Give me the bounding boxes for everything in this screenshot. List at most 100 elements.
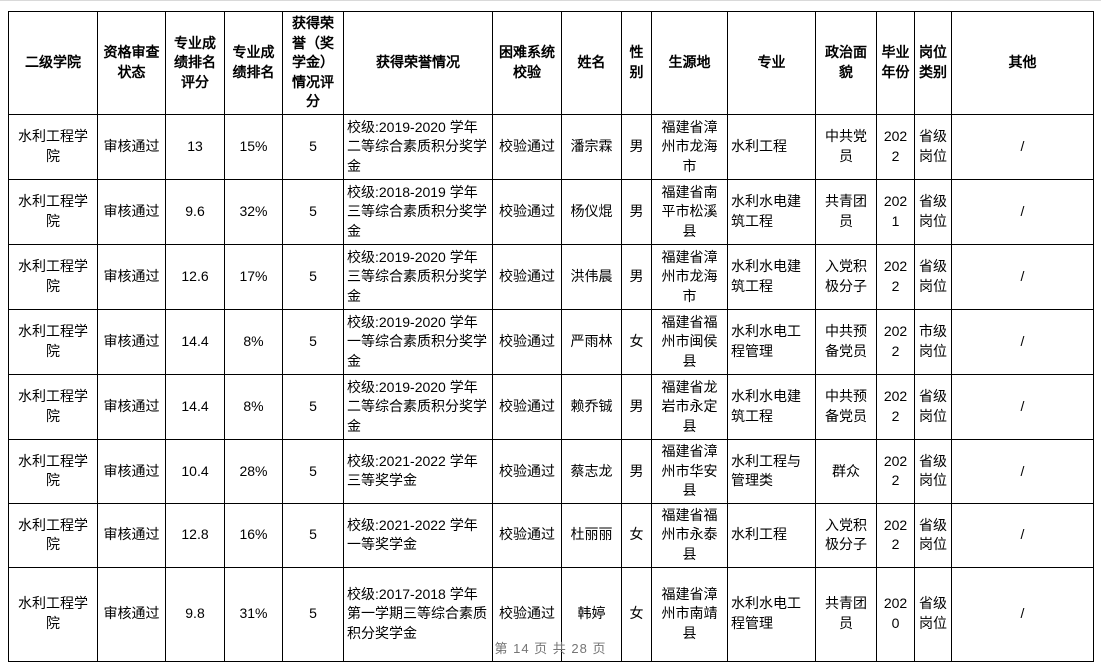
table-cell: 福建省龙岩市永定县 xyxy=(651,373,728,440)
table-cell: 福建省南平市松溪县 xyxy=(651,178,728,245)
page-number-indicator: 第 14 页 共 28 页 xyxy=(494,641,607,656)
table-cell: 中共预备党员 xyxy=(815,373,877,440)
table-cell: 14.4 xyxy=(165,308,225,375)
table-cell: 2021 xyxy=(876,178,915,245)
table-cell: 入党积极分子 xyxy=(815,243,877,310)
column-header: 姓名 xyxy=(561,11,622,115)
table-cell: 审核通过 xyxy=(97,373,166,440)
table-row: 水利工程学院 审核通过 10.4 28% 5 校级:2021-2022 学年三等奖学金 校验… xyxy=(8,438,1094,504)
table-cell: 13 xyxy=(165,113,225,180)
table-cell: 9.6 xyxy=(165,178,225,245)
table-cell: / xyxy=(951,308,1094,375)
column-header: 其他 xyxy=(951,11,1094,115)
table-cell: 潘宗霖 xyxy=(561,113,622,180)
table-cell: 审核通过 xyxy=(97,308,166,375)
table-cell: 省级岗位 xyxy=(914,566,952,662)
table-cell: / xyxy=(951,178,1094,245)
table-cell: 2022 xyxy=(876,438,915,504)
table-cell: 校验通过 xyxy=(492,113,562,180)
table-cell: 入党积极分子 xyxy=(815,502,877,568)
table-cell: 校级:2017-2018 学年第一学期三等综合素质积分奖学金 xyxy=(343,566,493,662)
table-cell: 女 xyxy=(621,308,652,375)
table-cell: 2022 xyxy=(876,113,915,180)
table-cell: 5 xyxy=(282,308,344,375)
table-cell: 28% xyxy=(224,438,283,504)
table-cell: 男 xyxy=(621,178,652,245)
table-cell: 杨仪焜 xyxy=(561,178,622,245)
table-row: 水利工程学院 审核通过 9.8 31% 5 校级:2017-2018 学年第一学期三等综合… xyxy=(8,566,1094,662)
table-cell: 校级:2021-2022 学年一等奖学金 xyxy=(343,502,493,568)
table-row: 水利工程学院 审核通过 13 15% 5 校级:2019-2020 学年二等综合素质积分奖… xyxy=(8,113,1094,180)
table-cell: 校验通过 xyxy=(492,178,562,245)
table-cell: 审核通过 xyxy=(97,438,166,504)
table-cell: 校级:2019-2020 学年一等综合素质积分奖学金 xyxy=(343,308,493,375)
table-cell: / xyxy=(951,113,1094,180)
table-cell: 杜丽丽 xyxy=(561,502,622,568)
table-cell: 12.6 xyxy=(165,243,225,310)
table-cell: 蔡志龙 xyxy=(561,438,622,504)
table-cell: 省级岗位 xyxy=(914,373,952,440)
table-cell: 校验通过 xyxy=(492,566,562,662)
table-cell: 水利水电工程管理 xyxy=(727,566,816,662)
column-header: 资格审查状态 xyxy=(97,11,166,115)
table-cell: 水利工程学院 xyxy=(8,438,98,504)
table-cell: 32% xyxy=(224,178,283,245)
table-cell: 赖乔铖 xyxy=(561,373,622,440)
table-cell: 校验通过 xyxy=(492,502,562,568)
column-header: 生源地 xyxy=(651,11,728,115)
table-cell: 洪伟晨 xyxy=(561,243,622,310)
table-cell: 15% xyxy=(224,113,283,180)
table-body: 水利工程学院 审核通过 13 15% 5 校级:2019-2020 学年二等综合素质积分奖… xyxy=(8,113,1094,662)
table-cell: 省级岗位 xyxy=(914,243,952,310)
column-header: 获得荣誉情况 xyxy=(343,11,493,115)
table-cell: 水利工程 xyxy=(727,113,816,180)
table-cell: 严雨林 xyxy=(561,308,622,375)
table-cell: 福建省漳州市华安县 xyxy=(651,438,728,504)
column-header: 专业成绩排名 xyxy=(224,11,283,115)
table-cell: 5 xyxy=(282,178,344,245)
table-cell: 省级岗位 xyxy=(914,113,952,180)
table-cell: 中共预备党员 xyxy=(815,308,877,375)
table-cell: 福建省福州市永泰县 xyxy=(651,502,728,568)
table-cell: 12.8 xyxy=(165,502,225,568)
table-row: 水利工程学院 审核通过 12.6 17% 5 校级:2019-2020 学年三等综合素质积… xyxy=(8,243,1094,310)
table-cell: 福建省漳州市龙海市 xyxy=(651,113,728,180)
table-cell: 福建省福州市闽侯县 xyxy=(651,308,728,375)
table-cell: 水利工程学院 xyxy=(8,113,98,180)
table-cell: 省级岗位 xyxy=(914,178,952,245)
table-cell: 中共党员 xyxy=(815,113,877,180)
table-cell: / xyxy=(951,502,1094,568)
table-cell: 省级岗位 xyxy=(914,438,952,504)
table-cell: / xyxy=(951,438,1094,504)
table-cell: 校级:2019-2020 学年二等综合素质积分奖学金 xyxy=(343,113,493,180)
table-cell: 水利水电工程管理 xyxy=(727,308,816,375)
table-cell: 水利工程与管理类 xyxy=(727,438,816,504)
table-cell: 水利工程学院 xyxy=(8,373,98,440)
table-cell: 2022 xyxy=(876,373,915,440)
table-cell: 校验通过 xyxy=(492,373,562,440)
column-header: 获得荣誉（奖学金）情况评分 xyxy=(282,11,344,115)
table-cell: 5 xyxy=(282,373,344,440)
student-review-table: 二级学院 资格审查状态 专业成绩排名评分 专业成绩排名 获得荣誉（奖学金）情况评分 获得荣… xyxy=(8,11,1094,662)
table-cell: 审核通过 xyxy=(97,566,166,662)
table-cell: 14.4 xyxy=(165,373,225,440)
table-cell: 水利工程学院 xyxy=(8,308,98,375)
table-cell: 水利水电建筑工程 xyxy=(727,243,816,310)
table-cell: 男 xyxy=(621,243,652,310)
table-cell: 男 xyxy=(621,113,652,180)
table-cell: 审核通过 xyxy=(97,178,166,245)
column-header: 性别 xyxy=(621,11,652,115)
table-cell: 水利水电建筑工程 xyxy=(727,178,816,245)
table-cell: 水利工程学院 xyxy=(8,243,98,310)
table-cell: 水利水电建筑工程 xyxy=(727,373,816,440)
table-cell: 福建省漳州市南靖县 xyxy=(651,566,728,662)
table-cell: 水利工程 xyxy=(727,502,816,568)
header-row: 二级学院 资格审查状态 专业成绩排名评分 专业成绩排名 获得荣誉（奖学金）情况评分 获得荣… xyxy=(8,11,1094,115)
column-header: 毕业年份 xyxy=(876,11,915,115)
table-cell: 群众 xyxy=(815,438,877,504)
table-cell: 校验通过 xyxy=(492,243,562,310)
table-row: 水利工程学院 审核通过 14.4 8% 5 校级:2019-2020 学年二等综合素质积分… xyxy=(8,373,1094,440)
column-header: 困难系统校验 xyxy=(492,11,562,115)
table-cell: 2022 xyxy=(876,308,915,375)
